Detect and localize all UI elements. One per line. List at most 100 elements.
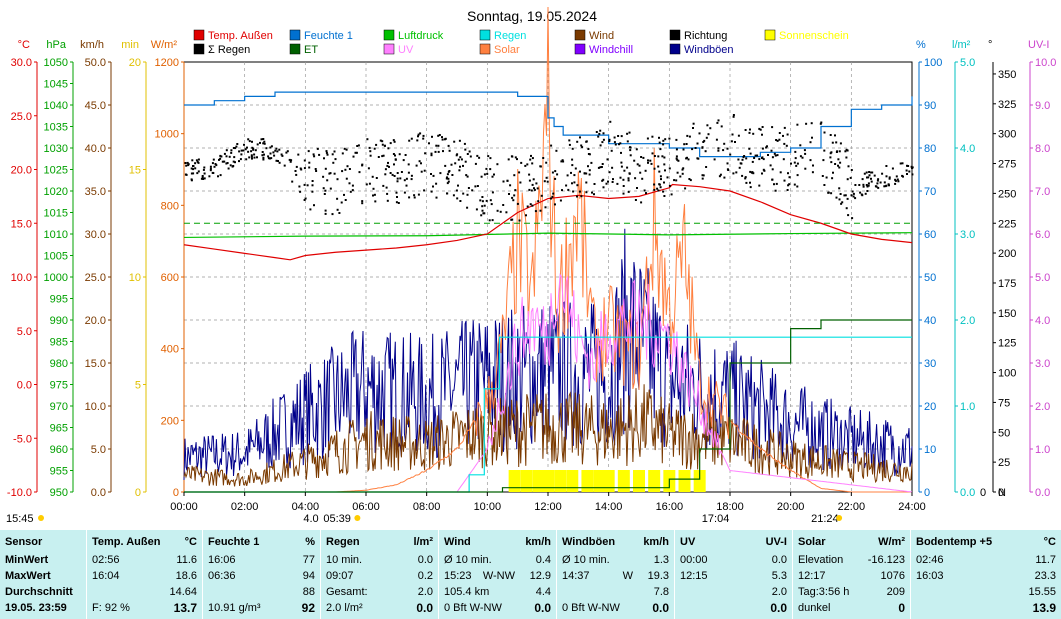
point-richtung — [779, 171, 782, 174]
summary-table: Sensor MinWert MaxWert Durchschnitt 19.0… — [0, 530, 1061, 619]
point-richtung — [668, 137, 671, 140]
point-richtung — [554, 177, 557, 180]
point-richtung — [838, 166, 841, 169]
point-richtung — [692, 122, 695, 125]
point-richtung — [233, 147, 235, 149]
point-richtung — [653, 167, 656, 170]
x-tick-label: 20:00 — [777, 501, 805, 513]
point-richtung — [303, 167, 306, 170]
point-richtung — [543, 180, 546, 183]
point-richtung — [888, 177, 891, 180]
point-richtung — [579, 170, 581, 173]
point-richtung — [744, 177, 747, 180]
summary-cell-label: 02:46 — [916, 554, 944, 566]
point-richtung — [845, 207, 848, 210]
point-richtung — [396, 196, 398, 198]
point-richtung — [735, 171, 738, 174]
point-richtung — [619, 142, 622, 145]
point-richtung — [466, 206, 469, 209]
legend-swatch — [383, 29, 395, 41]
legend-label: Temp. Außen — [208, 30, 273, 42]
point-richtung — [203, 166, 206, 169]
point-richtung — [608, 140, 611, 143]
series-wind — [183, 384, 913, 487]
point-richtung — [474, 162, 477, 165]
series-temperatur — [183, 183, 913, 261]
point-richtung — [496, 209, 499, 212]
point-richtung — [373, 147, 376, 150]
summary-cell-label: 12:15 — [680, 570, 708, 582]
point-richtung — [533, 187, 535, 190]
point-richtung — [351, 189, 354, 192]
point-richtung — [602, 186, 605, 189]
axis-tick-label-temp: -5.0 — [13, 433, 32, 445]
axis-tick-label-pressure: 1045 — [44, 79, 68, 91]
point-richtung — [688, 178, 691, 180]
point-richtung — [844, 194, 847, 197]
point-richtung — [778, 138, 781, 141]
axis-tick-label-uv: 4.0 — [1035, 315, 1050, 327]
summary-footer-row: F: 92 % 13.7 — [87, 600, 203, 616]
point-richtung — [871, 171, 874, 174]
axis-tick-label-pressure: 955 — [50, 466, 68, 478]
point-richtung — [705, 166, 708, 168]
point-richtung — [588, 169, 591, 172]
point-richtung — [662, 143, 665, 146]
point-richtung — [838, 187, 841, 190]
point-richtung — [601, 163, 604, 165]
point-richtung — [658, 183, 661, 186]
summary-header-soil: Bodentemp +5 — [916, 536, 993, 548]
point-richtung — [846, 178, 849, 181]
point-richtung — [811, 171, 814, 174]
point-richtung — [744, 129, 747, 131]
point-richtung — [246, 146, 248, 149]
point-richtung — [389, 172, 392, 174]
point-richtung — [459, 165, 461, 168]
point-richtung — [626, 166, 629, 169]
point-richtung — [430, 173, 432, 175]
point-richtung — [485, 167, 488, 170]
point-richtung — [866, 185, 869, 188]
point-richtung — [738, 166, 741, 169]
point-richtung — [358, 171, 361, 174]
axis-tick-label-wind: 40.0 — [85, 143, 106, 155]
summary-cell-value: 0.4 — [535, 554, 551, 566]
point-richtung — [883, 181, 886, 184]
point-richtung — [581, 146, 584, 149]
point-richtung — [457, 184, 459, 187]
point-richtung — [274, 149, 277, 152]
summary-cell-value: 23.3 — [1034, 570, 1056, 582]
point-richtung — [391, 173, 394, 176]
point-richtung — [883, 185, 886, 188]
axis-tick-label-humidity: 100 — [924, 57, 942, 69]
axis-tick-label-humidity: 10 — [924, 444, 936, 456]
point-richtung — [383, 144, 386, 147]
point-richtung — [496, 163, 499, 166]
point-richtung — [573, 174, 576, 177]
summary-col-humidity: Feuchte 1% 16:06 77 06:36 94 88 10.91 g/m³ 92 — [202, 530, 321, 619]
axis-tick-label-rain: 3.0 — [960, 229, 975, 241]
point-richtung — [722, 149, 725, 152]
point-richtung — [430, 152, 433, 155]
point-richtung — [805, 122, 808, 125]
point-richtung — [559, 199, 562, 202]
point-richtung — [668, 167, 671, 170]
point-richtung — [908, 170, 911, 173]
point-richtung — [776, 139, 779, 142]
x-axis: 00:00 02:00 04:00 06:00 08:00 10:00 12:00 14:00… — [170, 492, 926, 513]
legend-label: Richtung — [684, 30, 727, 42]
point-richtung — [862, 185, 865, 188]
point-richtung — [526, 163, 529, 166]
point-richtung — [626, 132, 629, 135]
point-richtung — [203, 172, 206, 175]
point-richtung — [393, 163, 395, 166]
point-richtung — [450, 163, 453, 166]
point-richtung — [552, 192, 555, 195]
point-richtung — [192, 168, 195, 171]
point-richtung — [638, 164, 641, 167]
point-richtung — [464, 160, 467, 163]
point-richtung — [766, 145, 768, 148]
point-richtung — [705, 136, 708, 139]
point-richtung — [240, 153, 243, 156]
summary-cell-direction: W-NW — [482, 570, 515, 582]
